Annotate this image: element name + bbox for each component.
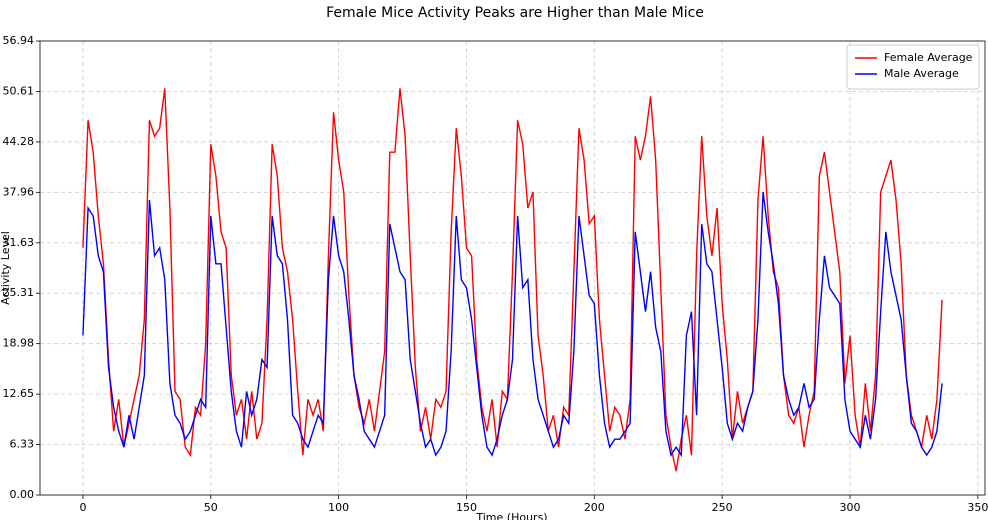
- y-tick-label: 50.61: [3, 84, 35, 97]
- plot-frame: [39, 40, 986, 496]
- y-tick-label: 37.96: [3, 185, 35, 198]
- y-tick-label: 0.00: [10, 488, 35, 501]
- data-line: [82, 191, 943, 458]
- y-tick-label: 6.33: [10, 438, 35, 451]
- legend-box: [846, 44, 980, 90]
- data-line: [82, 88, 943, 472]
- y-tick-label: 56.94: [3, 34, 35, 47]
- x-tick-label: 100: [328, 501, 349, 514]
- x-tick-label: 150: [456, 501, 477, 514]
- x-tick-label: 250: [712, 501, 733, 514]
- y-tick-label: 31.63: [3, 236, 35, 249]
- chart-title: Female Mice Activity Peaks are Higher th…: [326, 5, 704, 21]
- x-tick-label: 50: [204, 501, 218, 514]
- x-tick-label: 0: [79, 501, 86, 514]
- legend-label: Male Average: [884, 67, 959, 80]
- x-tick-label: 350: [967, 501, 988, 514]
- legend-label: Female Average: [884, 51, 973, 64]
- x-tick-label: 300: [840, 501, 861, 514]
- y-tick-label: 44.28: [3, 135, 35, 148]
- x-tick-label: 200: [584, 501, 605, 514]
- x-axis-label: Time (Hours): [475, 511, 547, 520]
- y-axis-label: Activity Level: [0, 231, 12, 305]
- y-tick-label: 12.65: [3, 387, 35, 400]
- y-tick-label: 25.31: [3, 286, 35, 299]
- y-tick-label: 18.98: [3, 337, 35, 350]
